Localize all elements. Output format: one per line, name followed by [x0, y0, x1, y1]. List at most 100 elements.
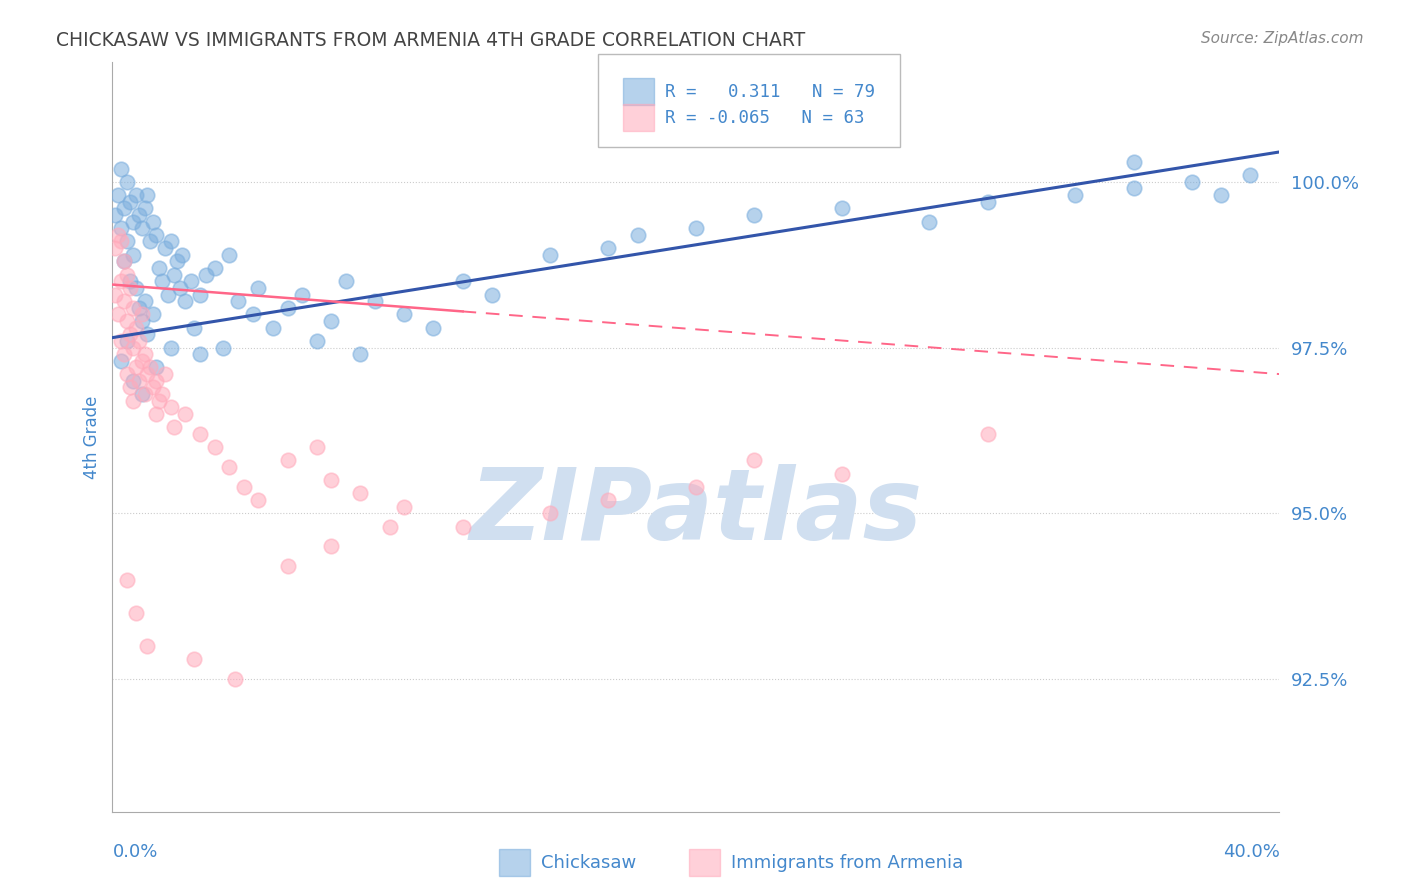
Point — [139, 235, 162, 249]
Point — [174, 294, 197, 309]
Point — [131, 354, 153, 368]
Point — [1122, 155, 1144, 169]
Point — [122, 341, 145, 355]
Point — [125, 606, 148, 620]
Point — [1239, 168, 1261, 182]
Text: ZIPatlas: ZIPatlas — [470, 464, 922, 560]
Point — [1122, 181, 1144, 195]
Point — [744, 208, 766, 222]
Point — [349, 347, 371, 361]
Point — [107, 307, 129, 321]
Point — [131, 314, 153, 328]
Point — [156, 287, 179, 301]
Point — [188, 426, 211, 441]
Point — [128, 301, 150, 315]
Point — [134, 202, 156, 216]
Point — [218, 248, 240, 262]
Point — [104, 208, 127, 222]
Point — [122, 214, 145, 228]
Point — [115, 367, 138, 381]
Point — [247, 493, 270, 508]
Point — [136, 188, 159, 202]
Point — [744, 453, 766, 467]
Point — [134, 347, 156, 361]
Point — [226, 294, 249, 309]
Point — [115, 235, 138, 249]
Point — [160, 341, 183, 355]
Point — [153, 367, 176, 381]
Point — [451, 274, 474, 288]
Point — [115, 175, 138, 189]
Point — [148, 393, 170, 408]
Point — [247, 281, 270, 295]
Point — [451, 519, 474, 533]
Point — [232, 480, 254, 494]
Point — [122, 301, 145, 315]
Point — [110, 235, 132, 249]
Point — [128, 334, 150, 348]
Point — [122, 393, 145, 408]
Point — [145, 227, 167, 242]
Point — [1181, 175, 1204, 189]
Point — [118, 380, 141, 394]
Point — [104, 287, 127, 301]
Point — [142, 214, 165, 228]
Point — [110, 161, 132, 176]
Point — [112, 254, 135, 268]
Point — [112, 202, 135, 216]
Point — [321, 540, 343, 554]
Point — [685, 221, 707, 235]
Point — [136, 639, 159, 653]
Point — [160, 401, 183, 415]
Point — [118, 281, 141, 295]
Point — [128, 374, 150, 388]
Point — [107, 188, 129, 202]
Point — [918, 214, 941, 228]
Point — [110, 274, 132, 288]
Point — [183, 652, 205, 666]
Point — [212, 341, 235, 355]
Point — [242, 307, 264, 321]
Text: Immigrants from Armenia: Immigrants from Armenia — [731, 854, 963, 871]
Point — [166, 254, 188, 268]
Point — [831, 467, 853, 481]
Point — [150, 387, 173, 401]
Point — [204, 260, 226, 275]
Point — [277, 559, 299, 574]
Point — [394, 307, 416, 321]
Point — [422, 320, 444, 334]
Point — [118, 274, 141, 288]
Point — [1064, 188, 1087, 202]
Point — [107, 227, 129, 242]
Point — [104, 241, 127, 255]
Point — [153, 241, 176, 255]
Point — [685, 480, 707, 494]
Point — [174, 407, 197, 421]
Point — [538, 248, 561, 262]
Point — [112, 347, 135, 361]
Point — [125, 281, 148, 295]
Point — [224, 672, 246, 686]
Point — [110, 221, 132, 235]
Point — [321, 473, 343, 487]
Point — [1211, 188, 1233, 202]
Text: CHICKASAW VS IMMIGRANTS FROM ARMENIA 4TH GRADE CORRELATION CHART: CHICKASAW VS IMMIGRANTS FROM ARMENIA 4TH… — [56, 31, 806, 50]
Text: Chickasaw: Chickasaw — [541, 854, 637, 871]
Point — [125, 320, 148, 334]
Point — [169, 281, 191, 295]
Point — [262, 320, 284, 334]
Point — [145, 407, 167, 421]
Point — [115, 334, 138, 348]
Point — [110, 334, 132, 348]
Y-axis label: 4th Grade: 4th Grade — [83, 395, 101, 479]
Point — [378, 519, 401, 533]
Point — [160, 235, 183, 249]
Point — [538, 506, 561, 520]
Point — [136, 327, 159, 342]
Point — [122, 248, 145, 262]
Point — [131, 307, 153, 321]
Point — [115, 573, 138, 587]
Point — [150, 274, 173, 288]
Point — [188, 347, 211, 361]
Point — [183, 320, 205, 334]
